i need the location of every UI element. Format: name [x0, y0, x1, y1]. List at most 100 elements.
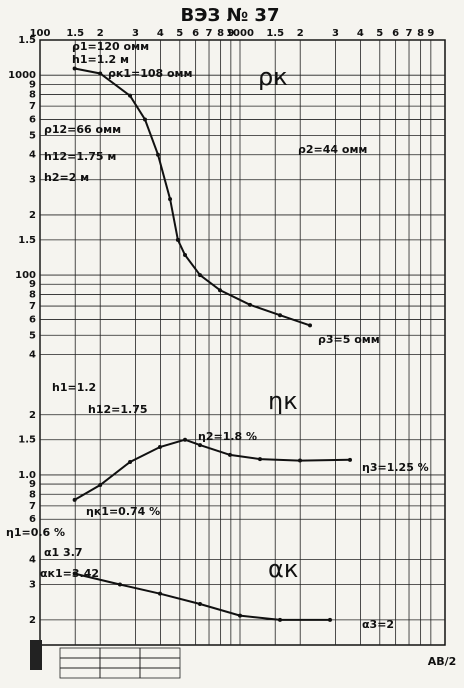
y-tick-label: 1.5 [18, 435, 36, 446]
x-tick-label: 4 [357, 28, 364, 39]
data-line [74, 67, 311, 327]
y-tick-label: 4 [29, 350, 36, 361]
data-point [128, 460, 133, 465]
x-tick-label: 2 [97, 28, 104, 39]
lithology-column [30, 640, 181, 679]
annotation: h1=1.2 [52, 381, 96, 394]
series-label: αк [268, 555, 298, 583]
annotation: α1 3.7 [44, 546, 83, 559]
annotation: ρ2=44 омм [298, 143, 367, 156]
series-label: ρк [258, 63, 288, 91]
y-tick-label: 8 [29, 90, 36, 101]
y-tick-label: 3 [29, 175, 36, 186]
y-tick-label: 9 [29, 479, 36, 490]
data-point [157, 444, 162, 449]
y-tick-label: 5 [29, 330, 36, 341]
data-line [74, 438, 351, 501]
x-tick-label: 4 [157, 28, 164, 39]
data-point [98, 483, 103, 488]
data-point [247, 302, 252, 307]
x-tick-label: 9 [427, 28, 434, 39]
data-point [198, 273, 203, 278]
annotation: ρ3=5 омм [318, 333, 380, 346]
annotation: h1=1.2 м [72, 53, 129, 66]
y-tick-label: 1.5 [18, 235, 36, 246]
y-tick-label: 7 [29, 501, 36, 512]
annotation: η2=1.8 % [198, 430, 257, 443]
data-point [327, 617, 332, 622]
x-tick-label: 8 [217, 28, 224, 39]
data-point [175, 237, 180, 242]
data-point [72, 66, 77, 71]
y-tick-label: 9 [29, 79, 36, 90]
y-tick-label: 7 [29, 101, 36, 112]
x-tick-label: 5 [176, 28, 183, 39]
annotation: η3=1.25 % [362, 461, 429, 474]
data-point [278, 313, 283, 318]
data-point [258, 457, 263, 462]
annotation: ρ12=66 омм [44, 123, 121, 136]
y-tick-label: 3 [29, 579, 36, 590]
y-tick-label: 1000 [8, 70, 36, 81]
y-tick-label: 100 [15, 270, 36, 281]
data-point [227, 452, 232, 457]
x-tick-label: 1.5 [266, 28, 284, 39]
x-tick-label: 3 [132, 28, 139, 39]
annotation: ρ1=120 омм [72, 40, 149, 53]
annotation: η1=0.6 % [6, 526, 65, 539]
data-point [238, 613, 242, 618]
data-point [347, 457, 352, 462]
x-tick-label: 5 [376, 28, 383, 39]
x-tick-label: 7 [406, 28, 413, 39]
x-tick-label: 6 [392, 28, 399, 39]
x-tick-label: 1000 [226, 28, 254, 39]
x-tick-label: 2 [297, 28, 304, 39]
data-point [183, 253, 188, 258]
data-point [217, 288, 222, 293]
y-tick-label: 2 [29, 210, 36, 221]
data-point [128, 93, 133, 98]
y-tick-label: 2 [29, 615, 36, 626]
y-tick-label: 1.0 [18, 470, 36, 481]
data-point [143, 117, 148, 122]
annotation: h12=1.75 м [44, 150, 116, 163]
y-tick-label: 2 [29, 410, 36, 421]
y-tick-label: 4 [29, 150, 36, 161]
x-tick-label: 1.5 [66, 28, 84, 39]
y-tick-label: 4 [29, 554, 36, 565]
series-label: ηк [268, 387, 298, 415]
data-point [198, 601, 203, 606]
y-tick-label: 6 [29, 314, 36, 325]
y-tick-label: 8 [29, 289, 36, 300]
annotation: ηк1=0.74 % [86, 505, 160, 518]
annotation: ρк1=108 омм [108, 67, 193, 80]
annotation: h2=2 м [44, 171, 89, 184]
data-point [198, 443, 203, 448]
x-tick-label: 7 [206, 28, 213, 39]
annotation: αк1=3.42 [40, 567, 99, 580]
data-point [168, 197, 173, 202]
x-tick-label: 6 [192, 28, 199, 39]
y-tick-label: 7 [29, 301, 36, 312]
data-point [183, 437, 188, 442]
y-tick-label: 9 [29, 279, 36, 290]
x-tick-label: 100 [30, 28, 51, 39]
x-tick-label: 9 [227, 28, 234, 39]
x-axis-label: AB/2 [428, 655, 457, 668]
data-point [117, 582, 122, 587]
data-point [72, 571, 77, 576]
data-point [297, 458, 302, 463]
data-point [72, 497, 77, 502]
data-point [98, 71, 103, 76]
data-point [157, 591, 162, 596]
annotation: h12=1.75 [88, 403, 148, 416]
x-tick-label: 8 [417, 28, 424, 39]
data-point [308, 323, 313, 328]
data-point [155, 152, 160, 157]
y-tick-label: 1.5 [18, 35, 36, 46]
chart-title: ВЭЗ № 37 [181, 5, 280, 26]
y-tick-label: 6 [29, 514, 36, 525]
x-tick-label: 3 [332, 28, 339, 39]
annotation: α3=2 [362, 618, 394, 631]
